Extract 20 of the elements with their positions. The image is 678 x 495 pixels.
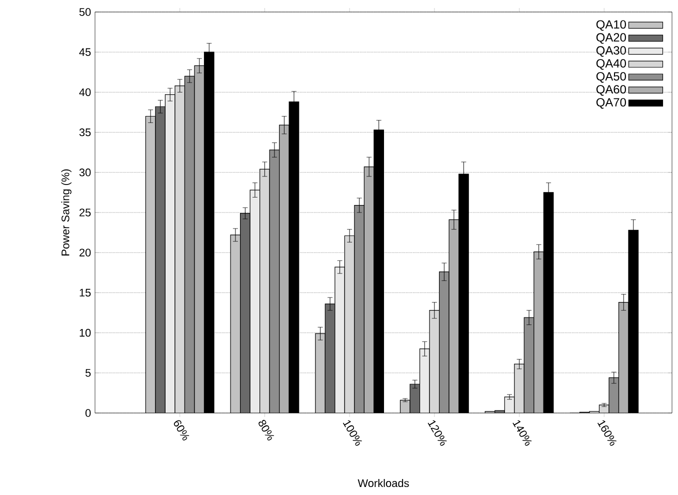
y-tick-label: 5: [85, 369, 91, 377]
legend-label: QA40: [596, 59, 626, 70]
legend-label: QA50: [596, 72, 626, 83]
y-tick-label: 40: [79, 88, 91, 96]
y-tick-label: 0: [85, 409, 91, 417]
y-axis-title: Power Saving (%): [61, 169, 72, 256]
y-tick-label: 45: [79, 48, 91, 56]
y-tick-label: 30: [79, 168, 91, 176]
legend-label: QA30: [596, 46, 626, 57]
legend-label: QA10: [596, 20, 626, 31]
legend-label: QA70: [596, 98, 626, 109]
y-tick-label: 35: [79, 128, 91, 136]
y-tick-label: 20: [80, 248, 91, 256]
y-tick-label: 15: [80, 288, 91, 297]
legend-label: QA60: [596, 85, 626, 96]
y-tick-label: 25: [80, 208, 91, 216]
x-axis-title: Workloads: [358, 479, 409, 488]
legend-label: QA20: [596, 33, 626, 44]
y-tick-label: 50: [79, 8, 91, 16]
y-tick-label: 10: [80, 328, 91, 337]
